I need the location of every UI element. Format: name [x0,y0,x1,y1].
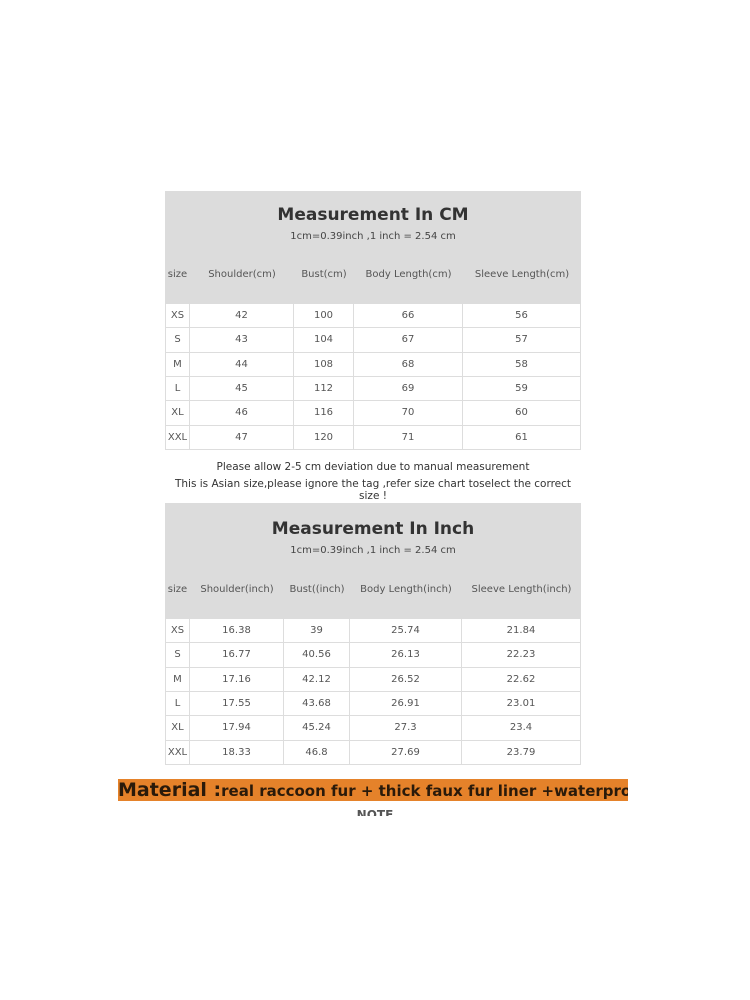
table-cell: 25.74 [350,619,462,644]
column-header: Bust(cm) [301,268,347,280]
table-cell: M [165,352,190,377]
table-cell: 26.52 [350,667,462,692]
table-cell: M [165,667,190,692]
table-cell: 42 [190,304,294,329]
table-cell: 17.94 [190,716,284,741]
table-cell: 116 [294,401,354,426]
table-cell: 17.55 [190,692,284,717]
table-cell: XS [165,619,190,644]
column-header: Body Length(inch) [360,583,452,595]
table-cell: 22.62 [462,667,581,692]
table-cell: 71 [354,425,463,450]
table-cell: 120 [294,425,354,450]
inch-body: XS 16.38 39 25.74 21.84 S 16.77 40.56 26.13 22.23… [165,619,581,765]
table-cell: 68 [354,352,463,377]
note-line: Please allow 2-5 cm deviation due to man… [216,461,530,473]
material-banner: Material :real raccoon fur + thick faux … [118,779,628,801]
table-cell: 108 [294,352,354,377]
table-cell: 56 [463,304,581,329]
table-cell: 70 [354,401,463,426]
table-cell: 112 [294,377,354,402]
table-cell: 27.69 [350,740,462,765]
inch-header: Measurement In Inch 1cm=0.39inch ,1 inch… [165,503,581,619]
table-cell: 39 [284,619,350,644]
table-cell: S [165,328,190,353]
table-cell: L [165,692,190,717]
table-cell: 66 [354,304,463,329]
table-cell: L [165,377,190,402]
table-cell: 104 [294,328,354,353]
table-cell: 59 [463,377,581,402]
table-cell: 60 [463,401,581,426]
cm-body: XS 42 100 66 56 S 43 104 67 57 M 44 108 68 58 L 45 112 69 5… [165,304,581,450]
table-cell: 47 [190,425,294,450]
material-text: real raccoon fur + thick faux fur liner … [221,782,628,800]
cm-subtitle: 1cm=0.39inch ,1 inch = 2.54 cm [290,231,456,242]
table-cell: XS [165,304,190,329]
table-cell: 26.91 [350,692,462,717]
table-cell: 67 [354,328,463,353]
table-cell: XL [165,716,190,741]
table-cell: 100 [294,304,354,329]
table-cell: 23.4 [462,716,581,741]
column-header: size [167,583,188,595]
table-cell: 22.23 [462,643,581,668]
table-cell: 43.68 [284,692,350,717]
table-cell: 16.77 [190,643,284,668]
table-cell: 23.79 [462,740,581,765]
table-cell: S [165,643,190,668]
table-cell: XXL [165,740,190,765]
table-cell: 69 [354,377,463,402]
table-cell: 42.12 [284,667,350,692]
table-cell: 44 [190,352,294,377]
table-cell: 21.84 [462,619,581,644]
inch-title: Measurement In Inch [271,519,475,539]
note-heading: NOTE [356,808,394,816]
column-header: Sleeve Length(inch) [471,583,572,595]
table-cell: 58 [463,352,581,377]
table-cell: 23.01 [462,692,581,717]
table-cell: XXL [165,425,190,450]
material-label: Material : [118,779,222,801]
table-cell: 18.33 [190,740,284,765]
column-header: Body Length(cm) [365,268,452,280]
table-cell: 57 [463,328,581,353]
inch-subtitle: 1cm=0.39inch ,1 inch = 2.54 cm [290,545,456,556]
table-cell: 45 [190,377,294,402]
note-clip: NOTE [340,806,410,816]
note-line: This is Asian size,please ignore the tag… [174,478,572,502]
table-cell: 40.56 [284,643,350,668]
table-cell: 46.8 [284,740,350,765]
table-cell: 27.3 [350,716,462,741]
table-cell: 46 [190,401,294,426]
column-header: Bust((inch) [289,583,345,595]
table-cell: 45.24 [284,716,350,741]
cm-title: Measurement In CM [277,205,469,225]
table-cell: 17.16 [190,667,284,692]
column-header: size [167,268,188,280]
table-cell: 16.38 [190,619,284,644]
table-cell: 26.13 [350,643,462,668]
table-cell: 43 [190,328,294,353]
table-cell: XL [165,401,190,426]
column-header: Shoulder(cm) [208,268,276,280]
column-header: Shoulder(inch) [200,583,274,595]
table-cell: 61 [463,425,581,450]
cm-header: Measurement In CM 1cm=0.39inch ,1 inch =… [165,191,581,304]
column-header: Sleeve Length(cm) [474,268,570,280]
